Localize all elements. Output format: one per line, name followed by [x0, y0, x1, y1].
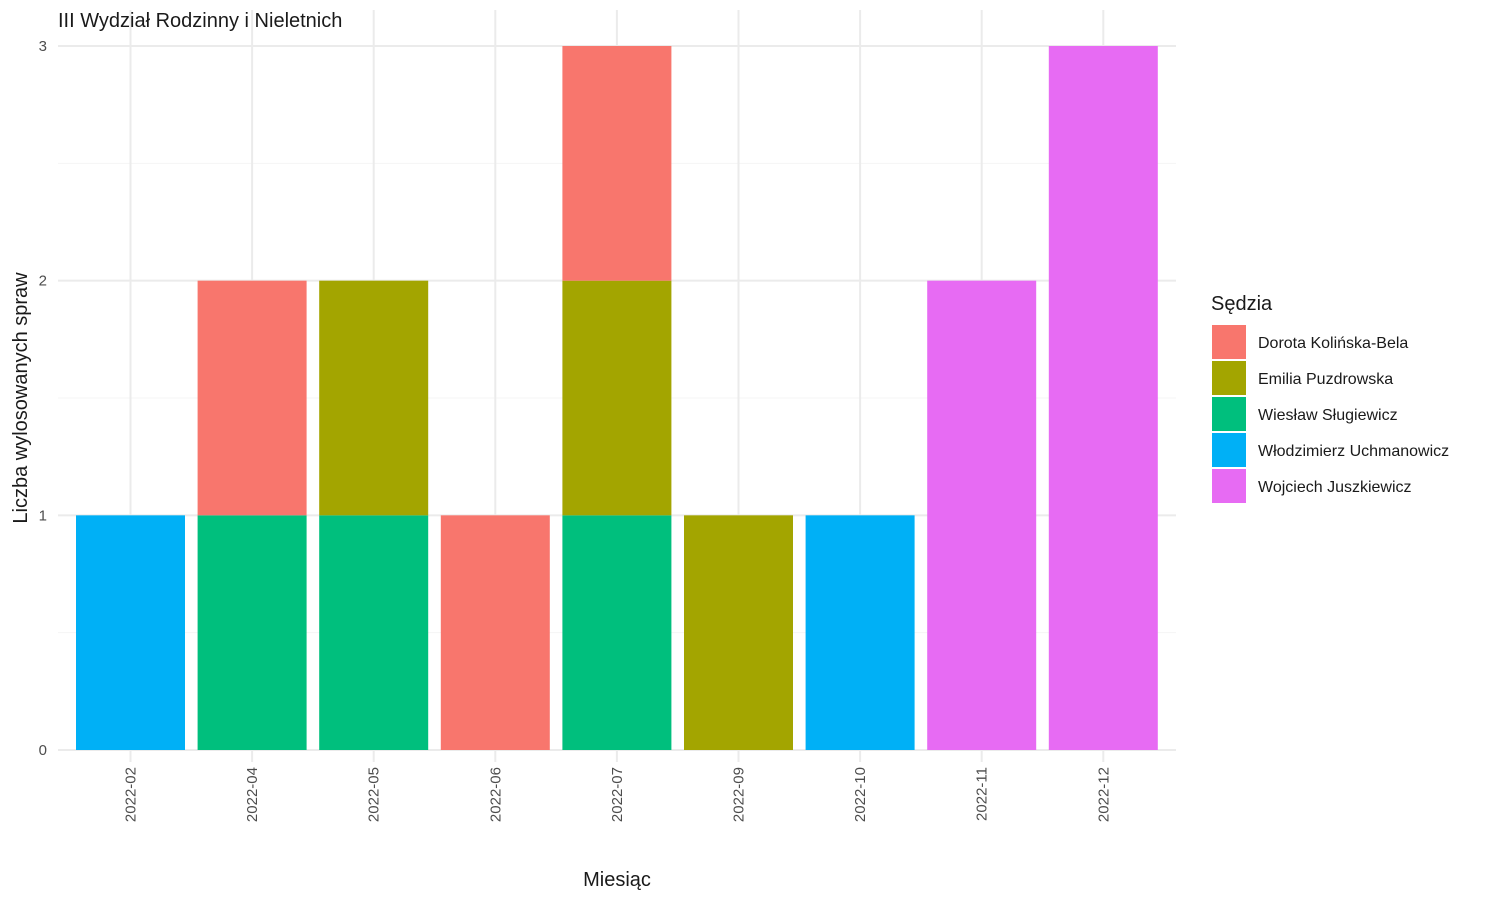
y-axis-ticks: 0 1 2 3 — [39, 38, 47, 759]
legend-swatch — [1212, 469, 1246, 503]
bar-segment — [197, 280, 307, 516]
y-axis-title: Liczba wylosowanych spraw — [10, 272, 32, 524]
bar-segment — [562, 46, 672, 281]
x-tick-label: 2022-12 — [1095, 767, 1112, 822]
bar-segment — [1048, 46, 1158, 750]
legend-label: Włodzimierz Uchmanowicz — [1258, 443, 1449, 460]
x-axis-title: Miesiąc — [583, 869, 651, 891]
legend-label: Dorota Kolińska-Bela — [1258, 335, 1408, 352]
x-tick-label: 2022-07 — [609, 767, 626, 822]
bar-segment — [440, 515, 550, 750]
x-tick-label: 2022-05 — [366, 767, 383, 822]
legend: Sędzia Dorota Kolińska-Bela Emilia Puzdro… — [1211, 293, 1449, 503]
y-tick-label: 2 — [39, 273, 47, 290]
x-axis-ticks: 2022-02 2022-04 2022-05 2022-06 2022-07 2022-… — [123, 767, 1113, 822]
bar-segment — [76, 515, 185, 750]
legend-label: Wiesław Sługiewicz — [1258, 407, 1398, 424]
bars — [76, 46, 1158, 750]
chart-title: III Wydział Rodzinny i Nieletnich — [58, 10, 342, 32]
x-tick-label: 2022-04 — [244, 767, 261, 822]
bar-segment — [562, 280, 672, 516]
bar-segment — [805, 515, 915, 750]
legend-swatch — [1212, 397, 1246, 431]
bar-segment — [927, 280, 1037, 750]
bar-segment — [684, 515, 793, 750]
y-tick-label: 0 — [39, 742, 47, 759]
bar-segment — [319, 515, 429, 750]
bar-segment — [562, 515, 672, 750]
x-tick-label: 2022-11 — [974, 767, 991, 821]
legend-swatch — [1212, 433, 1246, 467]
y-tick-label: 3 — [39, 38, 47, 55]
bar-segment — [197, 515, 307, 750]
x-tick-label: 2022-06 — [487, 767, 504, 822]
bar-segment — [319, 280, 429, 516]
legend-title: Sędzia — [1211, 293, 1273, 315]
x-tick-label: 2022-02 — [123, 767, 140, 822]
legend-swatch — [1212, 325, 1246, 359]
y-tick-label: 1 — [39, 507, 47, 524]
legend-label: Wojciech Juszkiewicz — [1258, 479, 1412, 496]
legend-swatch — [1212, 361, 1246, 395]
x-tick-label: 2022-10 — [852, 767, 869, 822]
legend-label: Emilia Puzdrowska — [1258, 371, 1393, 388]
x-tick-label: 2022-09 — [731, 767, 748, 822]
